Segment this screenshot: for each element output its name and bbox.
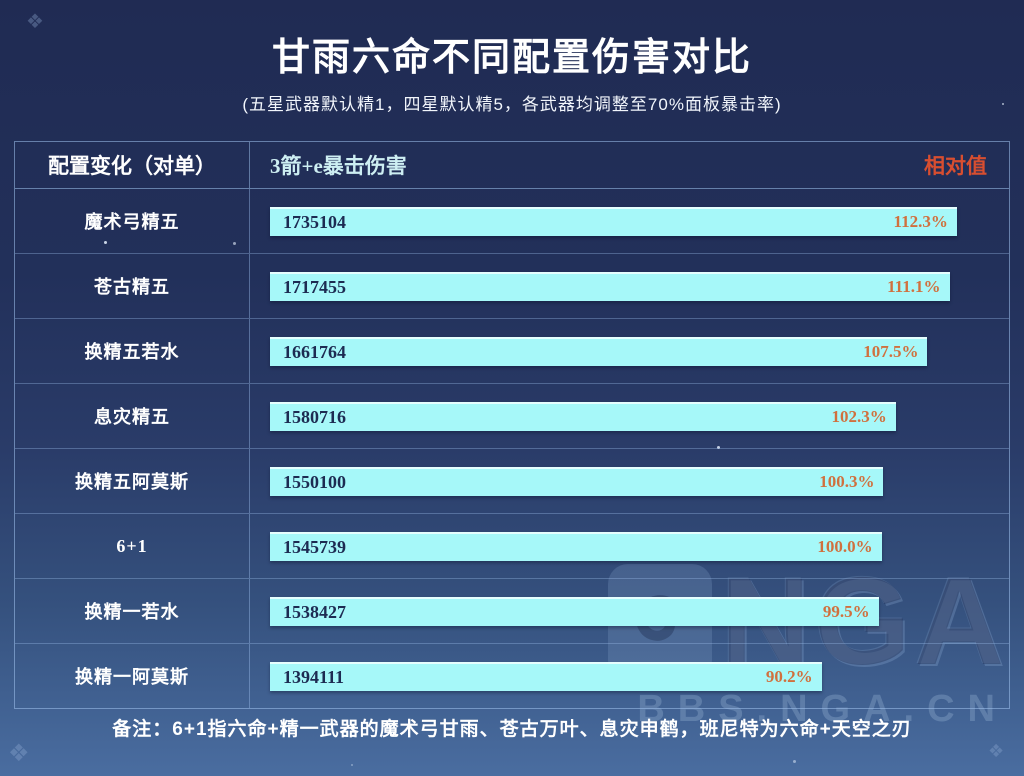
table-row: 换精一阿莫斯 1394111 90.2% bbox=[15, 643, 1009, 708]
star-dot bbox=[233, 242, 236, 245]
nga-watermark: NGA BBS.NGA.CN bbox=[608, 560, 1008, 728]
table-header-row: 配置变化（对单） 3箭+e暴击伤害 相对值 bbox=[15, 142, 1009, 189]
column-header-relative: 相对值 bbox=[924, 154, 987, 178]
table-body: 魔术弓精五 1735104 112.3% 苍古精五 1717455 111.1%… bbox=[15, 189, 1009, 708]
corner-ornament-icon: ❖ bbox=[8, 740, 30, 767]
bar-cell: 1661764 107.5% bbox=[250, 319, 1009, 383]
star-dot bbox=[717, 446, 720, 449]
relative-percent: 112.3% bbox=[893, 212, 948, 231]
column-header-damage: 3箭+e暴击伤害 bbox=[270, 154, 407, 178]
star-dot bbox=[1002, 103, 1004, 105]
table-row: 换精五阿莫斯 1550100 100.3% bbox=[15, 448, 1009, 513]
bar-cell: 1717455 111.1% bbox=[250, 254, 1009, 318]
damage-bar: 1394111 90.2% bbox=[270, 661, 822, 691]
bar-cell: 1538427 99.5% bbox=[250, 579, 1009, 643]
table-row: 苍古精五 1717455 111.1% bbox=[15, 253, 1009, 318]
column-header-metric-group: 3箭+e暴击伤害 相对值 bbox=[250, 150, 1009, 180]
star-dot bbox=[351, 764, 353, 766]
damage-value: 1580716 bbox=[283, 406, 346, 427]
comparison-table: 配置变化（对单） 3箭+e暴击伤害 相对值 魔术弓精五 1735104 112.… bbox=[14, 141, 1010, 709]
star-dot bbox=[793, 760, 796, 763]
damage-bar: 1661764 107.5% bbox=[270, 336, 928, 366]
relative-percent: 111.1% bbox=[887, 277, 941, 296]
relative-percent: 99.5% bbox=[822, 602, 870, 621]
relative-percent: 90.2% bbox=[765, 667, 813, 686]
bar-cell: 1545739 100.0% bbox=[250, 514, 1009, 578]
config-label: 6+1 bbox=[15, 514, 250, 578]
damage-value: 1661764 bbox=[283, 341, 346, 362]
page-title: 甘雨六命不同配置伤害对比 bbox=[271, 37, 752, 79]
damage-value: 1717455 bbox=[283, 276, 346, 297]
bar-cell: 1394111 90.2% bbox=[250, 644, 1009, 708]
config-label: 换精一若水 bbox=[15, 579, 250, 643]
star-dot bbox=[104, 241, 107, 244]
damage-bar: 1550100 100.3% bbox=[270, 466, 884, 496]
damage-value: 1394111 bbox=[283, 666, 345, 687]
damage-value: 1735104 bbox=[283, 211, 346, 232]
column-header-config: 配置变化（对单） bbox=[15, 142, 250, 188]
damage-bar: 1717455 111.1% bbox=[270, 271, 950, 301]
config-label: 换精五阿莫斯 bbox=[15, 449, 250, 513]
config-label: 换精一阿莫斯 bbox=[15, 644, 250, 708]
damage-value: 1538427 bbox=[283, 601, 346, 622]
page-subtitle: (五星武器默认精1，四星默认精5，各武器均调整至70%面板暴击率) bbox=[242, 95, 782, 114]
corner-ornament-icon: ❖ bbox=[988, 741, 1005, 761]
bar-cell: 1735104 112.3% bbox=[250, 189, 1009, 253]
relative-percent: 100.0% bbox=[817, 537, 873, 556]
config-label: 息灾精五 bbox=[15, 384, 250, 448]
config-label: 魔术弓精五 bbox=[15, 189, 250, 253]
damage-value: 1550100 bbox=[283, 471, 346, 492]
damage-bar: 1545739 100.0% bbox=[270, 531, 882, 561]
table-row: 6+1 1545739 100.0% bbox=[15, 513, 1009, 578]
table-row: 息灾精五 1580716 102.3% bbox=[15, 383, 1009, 448]
relative-percent: 107.5% bbox=[863, 342, 919, 361]
footnote: 备注：6+1指六命+精一武器的魔术弓甘雨、苍古万叶、息灾申鹤，班尼特为六命+天空… bbox=[112, 719, 912, 740]
table-row: 换精一若水 1538427 99.5% bbox=[15, 578, 1009, 643]
damage-bar: 1580716 102.3% bbox=[270, 401, 896, 431]
bar-cell: 1550100 100.3% bbox=[250, 449, 1009, 513]
corner-ornament-icon: ❖ bbox=[26, 11, 44, 33]
config-label: 苍古精五 bbox=[15, 254, 250, 318]
damage-bar: 1538427 99.5% bbox=[270, 596, 879, 626]
bar-cell: 1580716 102.3% bbox=[250, 384, 1009, 448]
config-label: 换精五若水 bbox=[15, 319, 250, 383]
table-row: 魔术弓精五 1735104 112.3% bbox=[15, 189, 1009, 253]
relative-percent: 102.3% bbox=[831, 407, 887, 426]
table-row: 换精五若水 1661764 107.5% bbox=[15, 318, 1009, 383]
damage-bar: 1735104 112.3% bbox=[270, 206, 957, 236]
damage-value: 1545739 bbox=[283, 536, 346, 557]
relative-percent: 100.3% bbox=[819, 472, 875, 491]
nga-watermark-url: BBS.NGA.CN bbox=[637, 688, 1008, 730]
